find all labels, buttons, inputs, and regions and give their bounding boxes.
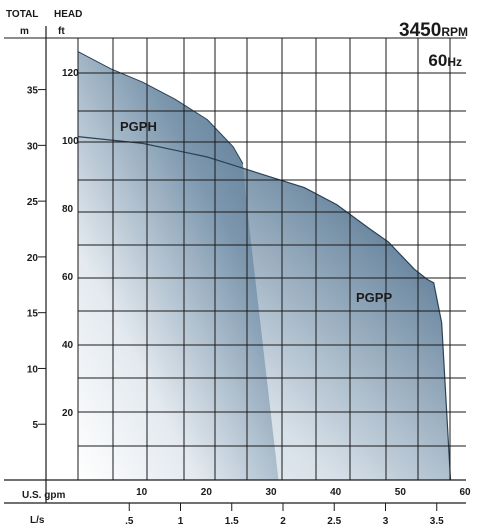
gpm-axis-title: U.S. gpm bbox=[22, 490, 65, 501]
unit-ft-label: ft bbox=[58, 26, 65, 37]
gpm-tick-label: 30 bbox=[265, 487, 277, 498]
gpm-tick-label: 10 bbox=[136, 487, 148, 498]
ls-tick-label: 1.5 bbox=[225, 516, 239, 527]
tick-labels: 20 40 60 80 100 120 5 10 15 20 25 30 35 10 20 30 40 50 60.… bbox=[27, 68, 471, 527]
pgph-series-label: PGPH bbox=[120, 119, 157, 134]
ft-tick-label: 60 bbox=[62, 272, 74, 283]
ft-tick-label: 40 bbox=[62, 340, 74, 351]
unit-m-label: m bbox=[20, 26, 29, 37]
hz-badge: 60Hz bbox=[428, 51, 462, 70]
ls-tick-label: 2.5 bbox=[327, 516, 341, 527]
ls-tick-label: .5 bbox=[125, 516, 134, 527]
ft-tick-label: 80 bbox=[62, 204, 74, 215]
pgpp-curve bbox=[77, 136, 452, 481]
ft-tick-label: 20 bbox=[62, 408, 74, 419]
hz-unit: Hz bbox=[447, 55, 462, 69]
rpm-unit: RPM bbox=[441, 25, 468, 39]
rpm-value: 3450 bbox=[399, 20, 441, 41]
m-tick-label: 25 bbox=[27, 197, 39, 208]
gpm-tick-label: 50 bbox=[395, 487, 407, 498]
m-tick-label: 20 bbox=[27, 253, 39, 264]
ls-axis-title: L/s bbox=[30, 515, 45, 526]
ls-tick-label: 3 bbox=[383, 516, 389, 527]
m-tick-label: 5 bbox=[32, 420, 38, 431]
m-tick-label: 15 bbox=[27, 309, 39, 320]
m-tick-label: 10 bbox=[27, 364, 39, 375]
gpm-tick-label: 60 bbox=[459, 487, 471, 498]
ls-tick-label: 2 bbox=[280, 516, 286, 527]
pgph-curve bbox=[77, 51, 244, 165]
gpm-tick-label: 20 bbox=[201, 487, 213, 498]
ls-tick-label: 3.5 bbox=[430, 516, 444, 527]
m-tick-label: 35 bbox=[27, 86, 39, 97]
hz-value: 60 bbox=[428, 51, 447, 70]
total-label: TOTAL bbox=[6, 9, 38, 20]
head-label: HEAD bbox=[54, 9, 82, 20]
ft-tick-label: 120 bbox=[62, 68, 79, 79]
pgpp-series-label: PGPP bbox=[356, 290, 392, 305]
ls-tick-label: 1 bbox=[178, 516, 184, 527]
ft-tick-label: 100 bbox=[62, 136, 79, 147]
grid bbox=[77, 37, 466, 480]
pgph-area bbox=[78, 51, 279, 480]
m-tick-label: 30 bbox=[27, 141, 39, 152]
rpm-badge: 3450RPM bbox=[399, 20, 468, 41]
gpm-tick-label: 40 bbox=[330, 487, 342, 498]
